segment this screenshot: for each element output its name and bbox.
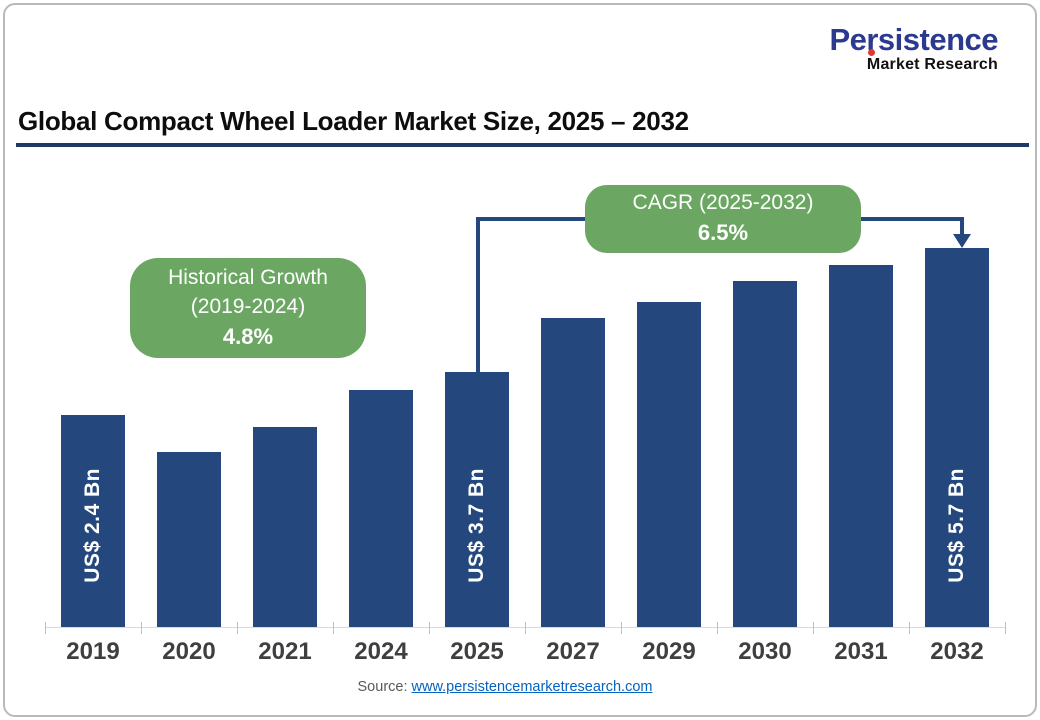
- historical-growth-line1: Historical Growth: [168, 265, 328, 289]
- logo-i-dot-icon: [868, 49, 875, 56]
- axis-tick: [141, 622, 142, 634]
- bar-2027: [541, 318, 605, 627]
- cagr-callout: CAGR (2025-2032) 6.5%: [585, 185, 861, 253]
- axis-tick: [717, 622, 718, 634]
- bar-value-label-2025: US$ 3.7 Bn: [465, 468, 488, 583]
- source-link[interactable]: www.persistencemarketresearch.com: [411, 679, 653, 695]
- bar-2025: US$ 3.7 Bn: [445, 372, 509, 627]
- bar-2032: US$ 5.7 Bn: [925, 248, 989, 627]
- arrow-down-icon: [953, 234, 971, 248]
- bar-2020: [157, 452, 221, 627]
- bar-2029: [637, 302, 701, 627]
- axis-tick: [909, 622, 910, 634]
- title-underline: [16, 143, 1029, 147]
- axis-tick: [45, 622, 46, 634]
- year-label-2032: 2032: [930, 638, 984, 665]
- brand-logo: Persistence Market Research: [829, 24, 998, 74]
- source-line: Source: www.persistencemarketresearch.co…: [0, 679, 1010, 695]
- axis-tick: [429, 622, 430, 634]
- axis-tick: [813, 622, 814, 634]
- chart-title: Global Compact Wheel Loader Market Size,…: [18, 106, 689, 136]
- cagr-value: 6.5%: [697, 220, 749, 246]
- year-label-2029: 2029: [642, 638, 696, 665]
- year-label-2031: 2031: [834, 638, 888, 665]
- bar-value-label-2019: US$ 2.4 Bn: [81, 468, 104, 583]
- connector-arrow-stem: [960, 218, 964, 236]
- cagr-line1: CAGR (2025-2032): [632, 191, 814, 215]
- year-label-2021: 2021: [258, 638, 312, 665]
- bar-value-label-2032: US$ 5.7 Bn: [945, 468, 968, 583]
- connector-vertical-line: [476, 217, 480, 373]
- historical-growth-value: 4.8%: [222, 323, 274, 349]
- year-label-2024: 2024: [354, 638, 408, 665]
- year-label-2027: 2027: [546, 638, 600, 665]
- axis-tick: [237, 622, 238, 634]
- axis-tick: [621, 622, 622, 634]
- year-label-2030: 2030: [738, 638, 792, 665]
- bar-2030: [733, 281, 797, 627]
- logo-subtitle: Market Research: [866, 56, 998, 73]
- historical-growth-callout: Historical Growth (2019-2024) 4.8%: [130, 258, 366, 358]
- axis-tick: [525, 622, 526, 634]
- logo-wordmark: Persistence: [829, 22, 998, 57]
- bar-2021: [253, 427, 317, 627]
- bar-2019: US$ 2.4 Bn: [61, 415, 125, 627]
- year-label-2019: 2019: [66, 638, 120, 665]
- axis-tick: [333, 622, 334, 634]
- bar-2024: [349, 390, 413, 627]
- year-label-2020: 2020: [162, 638, 216, 665]
- bar-2031: [829, 265, 893, 627]
- year-label-2025: 2025: [450, 638, 504, 665]
- axis-tick: [1005, 622, 1006, 634]
- historical-growth-line2: (2019-2024): [190, 294, 306, 318]
- source-label: Source:: [357, 679, 408, 695]
